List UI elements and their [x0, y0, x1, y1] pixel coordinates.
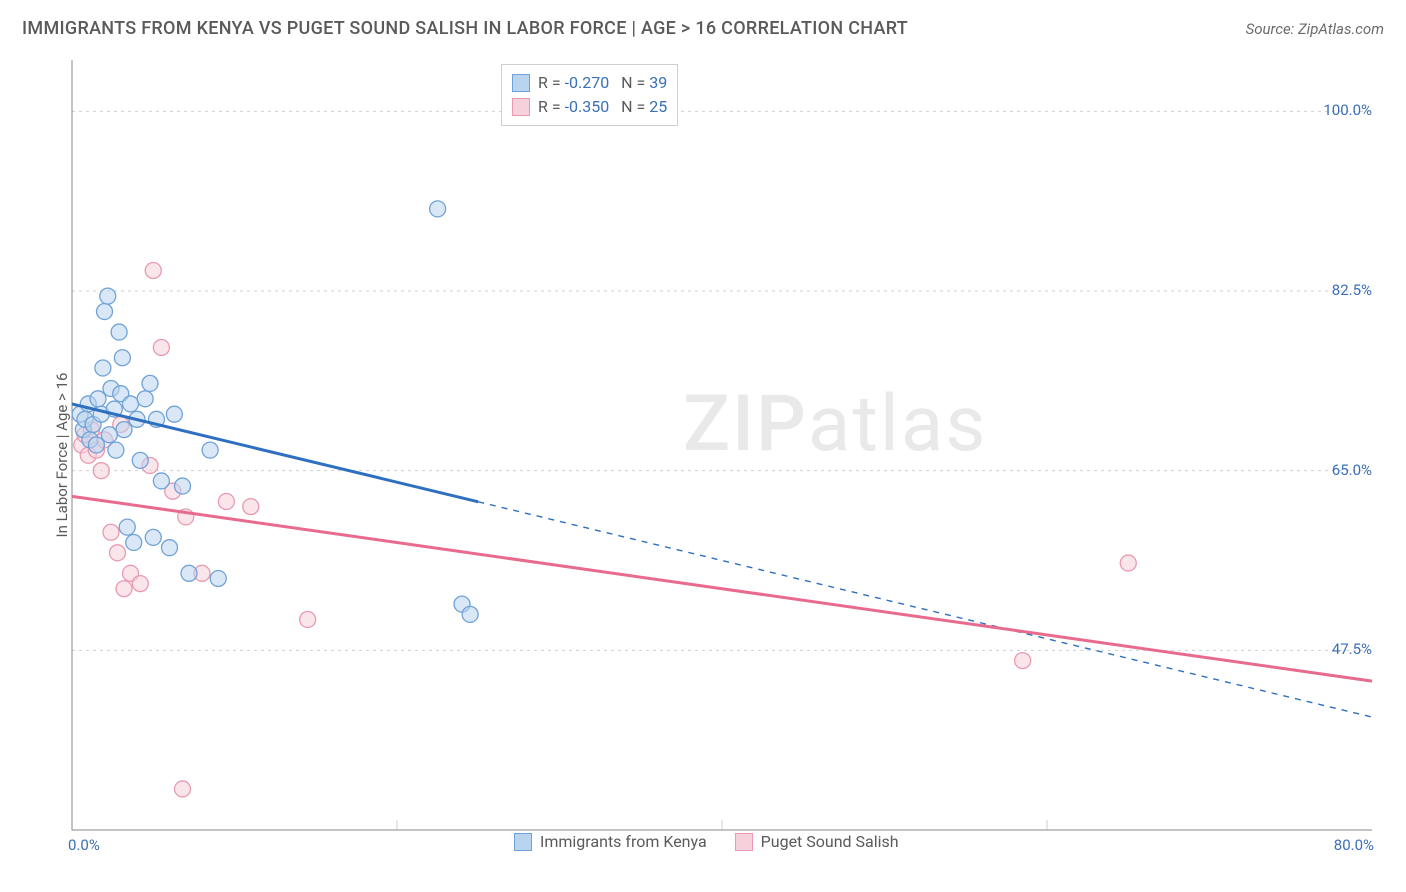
legend-label: Immigrants from Kenya: [540, 832, 707, 851]
stats-legend-row: R = -0.350 N = 25: [512, 95, 667, 119]
data-point: [243, 499, 259, 515]
data-point: [462, 606, 478, 622]
scatter-plot: [52, 60, 1382, 850]
data-point: [123, 396, 139, 412]
data-point: [175, 781, 191, 797]
tick-label: 65.0%: [1332, 461, 1372, 479]
data-point: [1120, 555, 1136, 571]
data-point: [114, 350, 130, 366]
legend-item: Immigrants from Kenya: [514, 832, 707, 851]
data-point: [430, 201, 446, 217]
data-point: [202, 442, 218, 458]
data-point: [101, 427, 117, 443]
data-point: [116, 581, 132, 597]
data-point: [210, 570, 226, 586]
tick-label: 47.5%: [1332, 640, 1372, 658]
legend-swatch: [512, 74, 530, 92]
stats-text: R = -0.350 N = 25: [538, 95, 667, 119]
chart-area: In Labor Force | Age > 16 ZIPatlas R = -…: [52, 60, 1382, 850]
data-point: [108, 442, 124, 458]
data-point: [137, 391, 153, 407]
data-point: [111, 324, 127, 340]
data-point: [1015, 653, 1031, 669]
legend-swatch: [512, 98, 530, 116]
data-point: [103, 524, 119, 540]
legend-label: Puget Sound Salish: [761, 832, 899, 851]
chart-title: IMMIGRANTS FROM KENYA VS PUGET SOUND SAL…: [22, 18, 908, 39]
data-point: [95, 360, 111, 376]
stats-text: R = -0.270 N = 39: [538, 71, 667, 95]
legend-item: Puget Sound Salish: [735, 832, 899, 851]
data-point: [119, 519, 135, 535]
legend-swatch: [735, 833, 753, 851]
data-point: [175, 478, 191, 494]
data-point: [145, 262, 161, 278]
tick-label: 82.5%: [1332, 281, 1372, 299]
stats-legend-row: R = -0.270 N = 39: [512, 71, 667, 95]
data-point: [153, 339, 169, 355]
source-label: Source: ZipAtlas.com: [1246, 20, 1384, 38]
tick-label: 0.0%: [68, 836, 100, 854]
data-point: [116, 422, 132, 438]
stats-legend: R = -0.270 N = 39R = -0.350 N = 25: [501, 64, 678, 126]
tick-label: 100.0%: [1323, 101, 1372, 119]
data-point: [181, 565, 197, 581]
data-point: [166, 406, 182, 422]
data-point: [100, 288, 116, 304]
regression-line-extrapolated: [478, 502, 1372, 717]
data-point: [145, 529, 161, 545]
legend-swatch: [514, 833, 532, 851]
tick-label: 80.0%: [1334, 836, 1374, 854]
data-point: [93, 463, 109, 479]
series-legend: Immigrants from Kenya Puget Sound Salish: [514, 832, 899, 851]
data-point: [132, 452, 148, 468]
data-point: [218, 493, 234, 509]
data-point: [162, 540, 178, 556]
data-point: [300, 612, 316, 628]
data-point: [153, 473, 169, 489]
regression-line: [72, 496, 1372, 681]
regression-line: [72, 404, 478, 502]
data-point: [90, 391, 106, 407]
data-point: [142, 375, 158, 391]
data-point: [126, 535, 142, 551]
data-point: [88, 437, 104, 453]
data-point: [132, 576, 148, 592]
data-point: [97, 304, 113, 320]
data-point: [110, 545, 126, 561]
